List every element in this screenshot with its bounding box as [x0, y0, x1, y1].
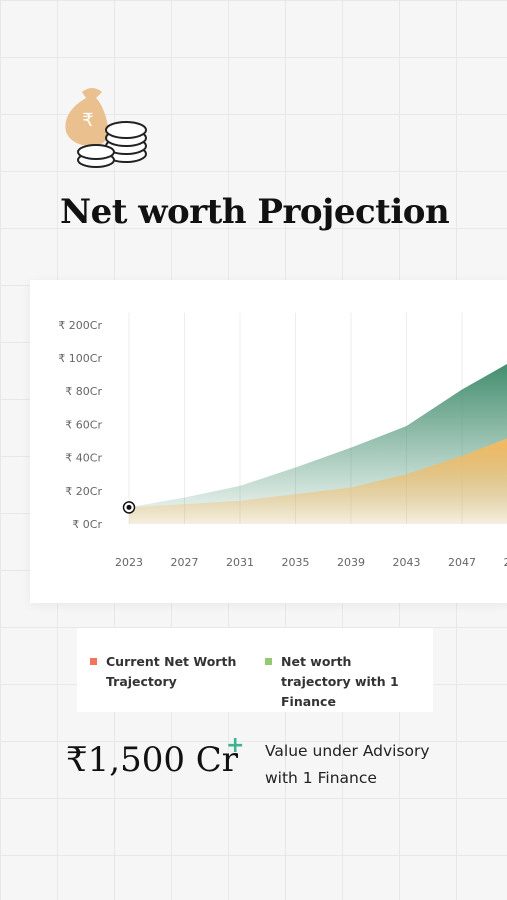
y-tick-label: ₹ 0Cr	[72, 518, 102, 531]
stat-caption: Value under Advisory with 1 Finance	[265, 738, 430, 792]
y-tick-label: ₹ 80Cr	[65, 385, 102, 398]
y-tick-label: ₹ 40Cr	[65, 452, 102, 465]
stat-value: ₹1,500 Cr	[66, 740, 239, 780]
legend-swatch	[90, 658, 97, 665]
chart-card: ₹ 0Cr ₹ 20Cr ₹ 40Cr ₹ 60Cr ₹ 80Cr ₹ 100Cr ₹ 20…	[30, 280, 507, 603]
page-title: Net worth Projection	[60, 192, 450, 232]
y-tick-label: ₹ 100Cr	[58, 352, 102, 365]
legend-label: Current Net Worth Trajectory	[106, 654, 237, 689]
x-tick-label: 2047	[448, 556, 476, 569]
chart: ₹ 0Cr ₹ 20Cr ₹ 40Cr ₹ 60Cr ₹ 80Cr ₹ 100Cr ₹ 20…	[58, 312, 507, 569]
money-icon: ₹	[65, 88, 147, 168]
legend-entry: Net worth trajectory with 1 Finance	[265, 652, 421, 712]
legend-label: Net worth trajectory with 1 Finance	[281, 654, 399, 709]
stat-suffix: +	[226, 733, 245, 758]
legend-entry: Current Net Worth Trajectory	[90, 652, 246, 692]
area	[129, 438, 507, 524]
y-tick-label: ₹ 60Cr	[65, 418, 102, 431]
x-tick-label: 2051	[504, 556, 507, 569]
y-tick-label: ₹ 200Cr	[58, 319, 102, 332]
x-tick-label: 2027	[171, 556, 199, 569]
x-tick-label: 2039	[337, 556, 365, 569]
svg-text:₹: ₹	[82, 110, 93, 131]
legend-swatch	[265, 658, 272, 665]
legend: Current Net Worth Trajectory Net worth t…	[77, 628, 433, 712]
start-point-dot	[126, 504, 132, 510]
x-tick-label: 2023	[115, 556, 143, 569]
caption-line: with 1 Finance	[265, 769, 377, 787]
x-tick-label: 2031	[226, 556, 254, 569]
y-tick-label: ₹ 20Cr	[65, 485, 102, 498]
x-tick-label: 2035	[282, 556, 310, 569]
caption-line: Value under Advisory	[265, 742, 430, 760]
x-tick-label: 2043	[393, 556, 421, 569]
